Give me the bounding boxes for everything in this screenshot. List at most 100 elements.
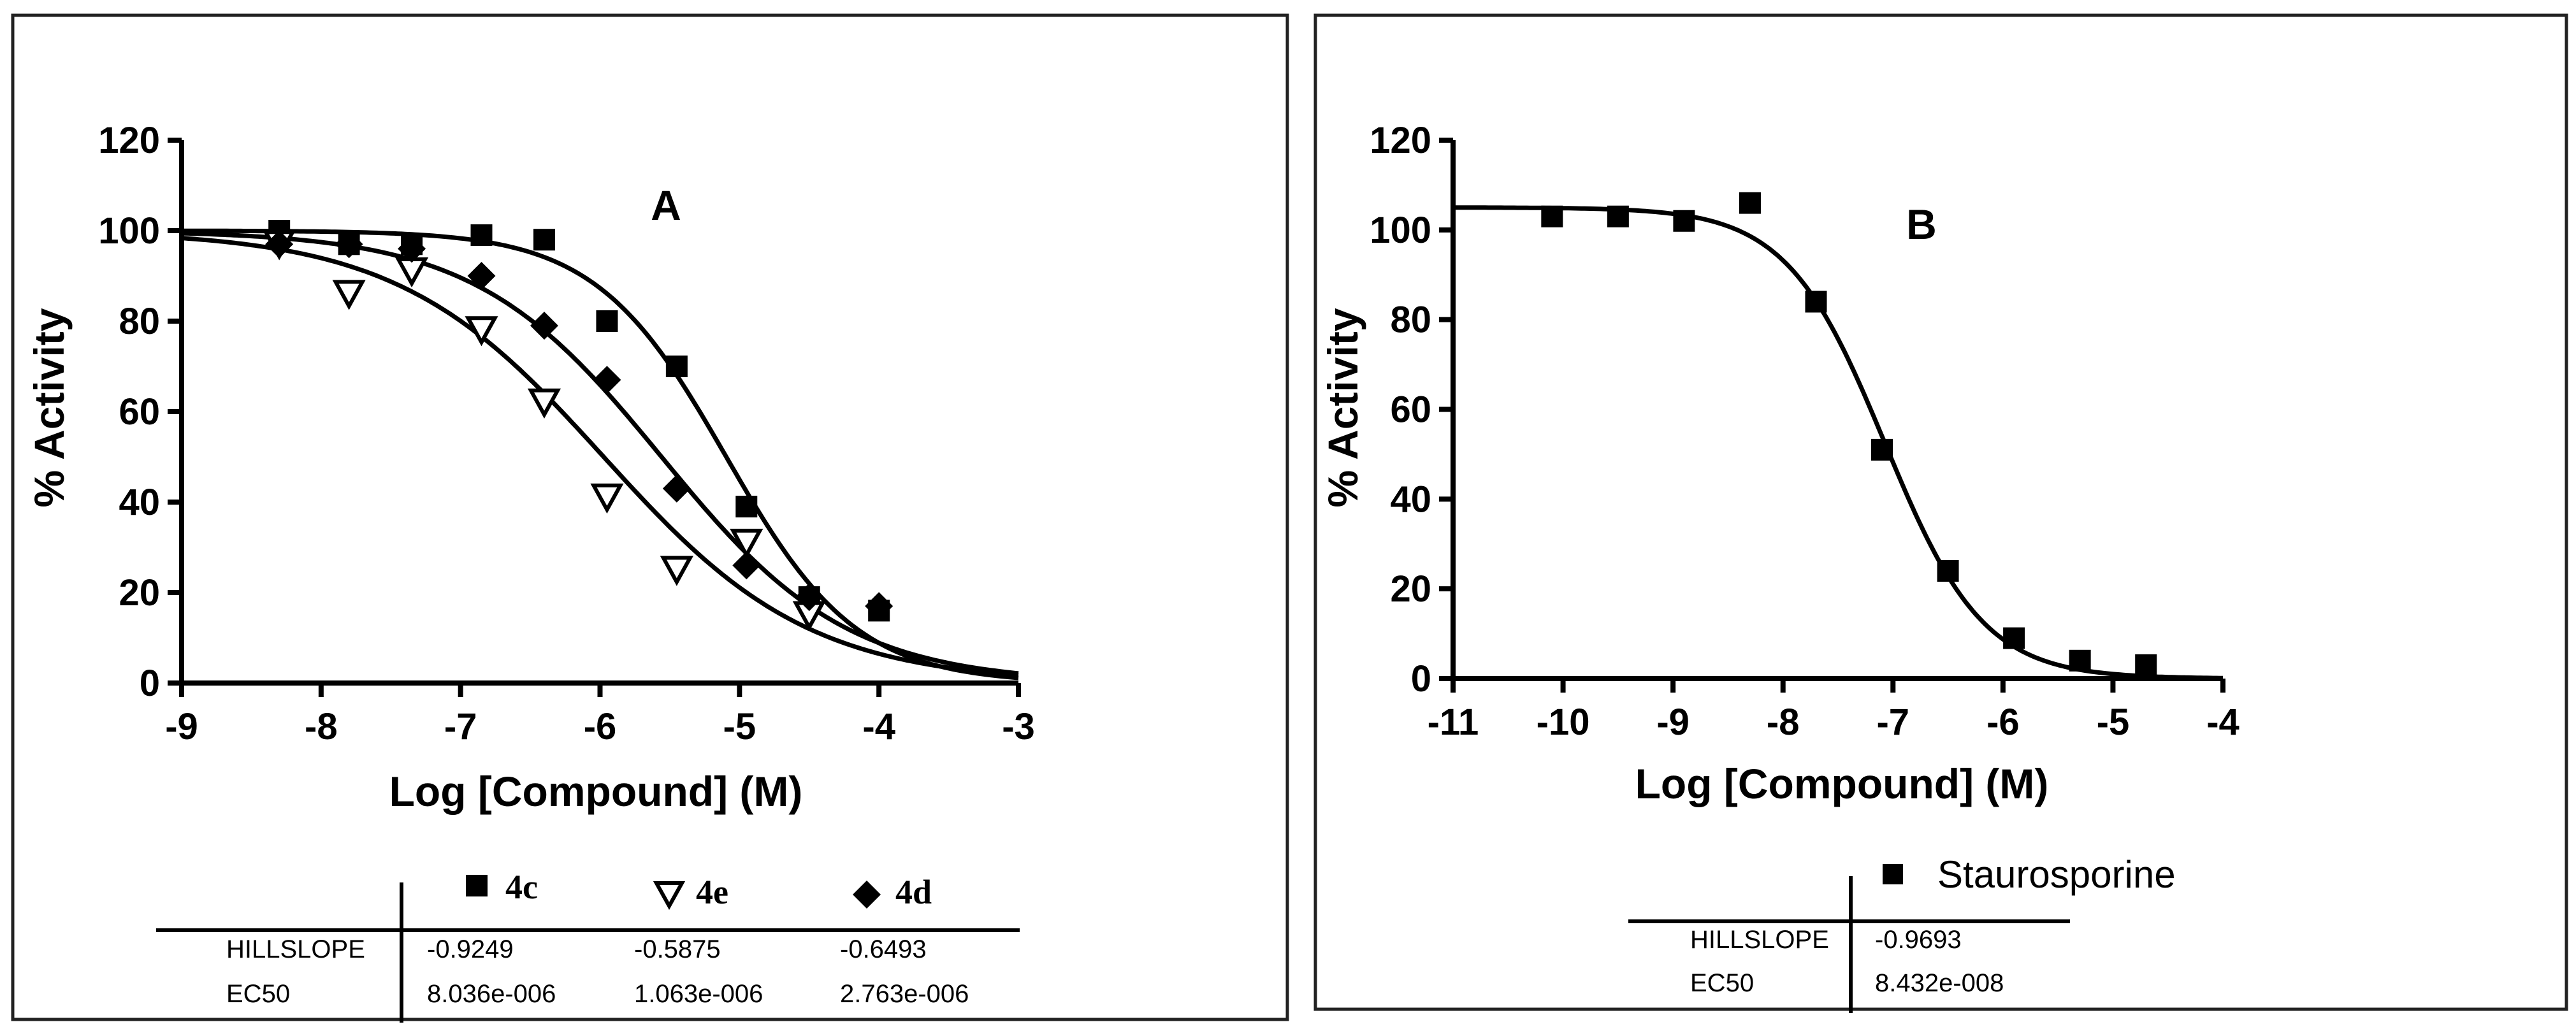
panel-a-point-4e	[394, 257, 429, 288]
panel-a-y-tick-label: 40	[119, 482, 160, 523]
panel-b-hillslope-staurosporine: -0.9693	[1875, 926, 1962, 954]
panel-b-data-points	[1541, 192, 2157, 676]
panel-a-y-tick-label: 60	[119, 391, 160, 433]
panel-a-fit-curve-4e	[181, 236, 1019, 677]
panel-b-fit-curve	[1453, 205, 2223, 680]
panel-b-x-tick-label: -11	[1428, 702, 1479, 743]
panel-a-x-tick-label: -4	[862, 706, 895, 747]
panel-b-point-staurosporine	[1673, 210, 1695, 232]
panel-a-stats-table: 4c 4e 4d HILLSLOPE -0.9249 -0.5875 -0.64…	[156, 868, 1020, 1023]
panel-b-axes: 0 20 40 60 80 100 120 -11 -10 -9 -8 -7 -6 -5 -4	[1370, 120, 2240, 743]
panel-b-x-tick-label: -5	[2097, 702, 2130, 743]
panel-a-hillslope-4d: -0.6493	[840, 935, 927, 963]
panel-b-x-tick-label: -7	[1876, 702, 1909, 743]
panel-a-x-tick-label: -5	[723, 706, 756, 747]
legend-4c-square-marker	[466, 875, 488, 896]
panel-a-point-4c	[470, 224, 493, 247]
panel-b-point-staurosporine	[2135, 654, 2157, 676]
panel-b-point-staurosporine	[1607, 205, 1629, 227]
legend-4c-label: 4c	[505, 868, 538, 906]
legend-4c: 4c	[466, 868, 538, 906]
panel-a-point-4d	[593, 366, 621, 394]
panel-b-x-tick-label: -6	[1986, 702, 2020, 743]
panel-b-letter: B	[1906, 201, 1937, 248]
panel-a-point-4e	[660, 556, 693, 586]
panel-b-x-axis-title: Log [Compound] (M)	[1635, 760, 2049, 807]
panel-b-x-tick-label: -8	[1767, 702, 1800, 743]
panel-b-point-staurosporine	[2069, 649, 2091, 672]
legend-4e-label: 4e	[696, 873, 728, 911]
panel-a-point-4e	[730, 528, 763, 559]
panel-a-letter: A	[651, 182, 681, 229]
panel-b-stats-table: Staurosporine HILLSLOPE -0.9693 EC50 8.4…	[1628, 853, 2176, 1013]
panel-a-point-4e	[527, 388, 561, 419]
legend-4d: 4d	[853, 873, 932, 911]
panel-a: 0 20 40 60 80 100 120 -9 -8 -7 -6 -5 -4 -3 % Activity…	[11, 13, 1289, 1023]
panel-a-fit-curves	[181, 228, 1019, 680]
panel-b-point-staurosporine	[1871, 438, 1893, 461]
panel-a-ec50-4c: 8.036e-006	[427, 980, 556, 1008]
panel-a-point-4d	[662, 474, 691, 503]
panel-b-point-staurosporine	[1739, 192, 1761, 214]
panel-a-point-4e	[465, 316, 498, 347]
panel-b-fit-curve-staurosporine	[1453, 205, 2223, 680]
panel-b-y-tick-label: 80	[1390, 299, 1431, 341]
panel-b-point-staurosporine	[1937, 560, 1959, 582]
panel-b-y-tick-label: 100	[1370, 210, 1431, 251]
panel-a-y-tick-label: 120	[98, 120, 160, 161]
panel-b-point-staurosporine	[2003, 627, 2025, 649]
panel-b-y-axis-title: % Activity	[1319, 308, 1366, 507]
panel-a-point-4e	[332, 280, 366, 310]
panel-a-point-4c	[735, 496, 758, 518]
panel-a-point-4d	[865, 592, 894, 621]
panel-a-ec50-4d: 2.763e-006	[840, 980, 969, 1008]
panel-b-x-tick-label: -9	[1656, 702, 1690, 743]
panel-b-x-tick-label: -10	[1537, 702, 1590, 743]
panel-a-y-tick-label: 80	[119, 301, 160, 342]
panel-a-x-tick-label: -8	[305, 706, 338, 747]
panel-b-frame	[1313, 13, 2568, 1011]
legend-staurosporine-square-marker	[1883, 864, 1903, 884]
panel-b-x-tick-label: -4	[2206, 702, 2240, 743]
legend-4d-diamond-marker	[853, 881, 881, 909]
panel-b-row-hillslope-label: HILLSLOPE	[1690, 926, 1829, 954]
legend-4d-label: 4d	[895, 873, 932, 911]
panel-a-point-4d	[335, 230, 363, 259]
panel-a-x-tick-label: -6	[584, 706, 617, 747]
panel-a-ec50-4e: 1.063e-006	[634, 980, 763, 1008]
panel-a-point-4d	[265, 230, 294, 259]
panel-a-point-4d	[732, 551, 761, 580]
panel-b-y-tick-label: 40	[1390, 479, 1431, 520]
panel-a-y-tick-label: 100	[98, 210, 160, 252]
panel-a-row-ec50-label: EC50	[226, 980, 290, 1008]
panel-a-x-tick-label: -7	[444, 706, 477, 747]
panel-b-row-ec50-label: EC50	[1690, 969, 1754, 997]
panel-b-y-tick-label: 0	[1411, 658, 1431, 700]
panel-a-hillslope-4e: -0.5875	[634, 935, 721, 963]
panel-b-point-staurosporine	[1805, 291, 1827, 313]
panel-b-ec50-staurosporine: 8.432e-008	[1875, 969, 2004, 997]
panel-a-point-4d	[530, 312, 558, 340]
panel-b-y-tick-label: 120	[1370, 120, 1431, 161]
panel-a-axes: 0 20 40 60 80 100 120 -9 -8 -7 -6 -5 -4 -3	[98, 120, 1035, 747]
panel-a-point-4e	[590, 483, 624, 514]
panel-a-y-axis-title: % Activity	[25, 308, 73, 507]
panel-b-y-tick-label: 60	[1390, 389, 1431, 431]
legend-staurosporine: Staurosporine	[1883, 853, 2176, 896]
panel-a-point-4c	[533, 229, 555, 251]
panel-a-point-4d	[398, 234, 426, 263]
panel-a-frame	[11, 13, 1289, 1021]
legend-4e: 4e	[653, 873, 728, 911]
panel-a-point-4d	[467, 262, 496, 290]
panel-a-y-tick-label: 20	[119, 572, 160, 614]
panel-a-point-4d	[795, 583, 823, 612]
panel-a-x-tick-label: -3	[1002, 706, 1035, 747]
panel-a-point-4c	[596, 310, 618, 332]
panel-a-data-points	[263, 220, 894, 631]
panel-a-row-hillslope-label: HILLSLOPE	[226, 935, 365, 963]
panel-b-y-tick-label: 20	[1390, 568, 1431, 610]
panel-a-x-tick-label: -9	[165, 706, 198, 747]
panel-a-x-axis-title: Log [Compound] (M)	[389, 768, 803, 815]
panel-a-hillslope-4c: -0.9249	[427, 935, 514, 963]
